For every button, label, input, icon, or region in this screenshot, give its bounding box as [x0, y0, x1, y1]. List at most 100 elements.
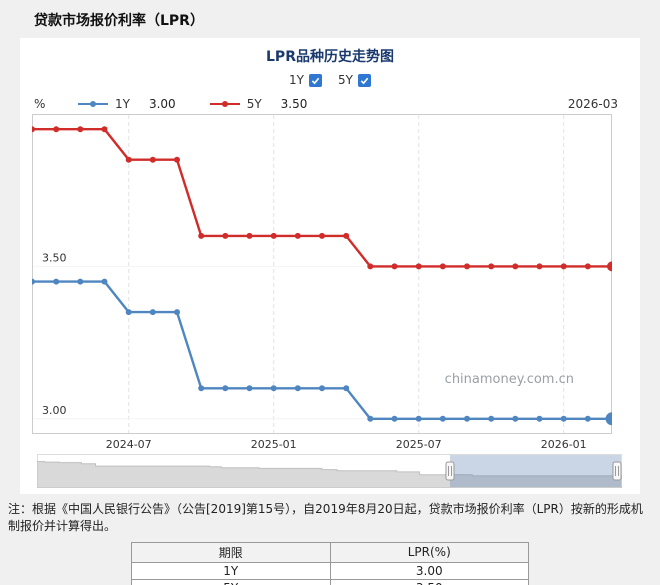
table-row: 5Y 3.50 — [131, 578, 529, 585]
data-point — [32, 278, 35, 285]
data-point — [77, 278, 84, 285]
legend-item-1y[interactable]: 1Y 3.00 — [78, 97, 176, 111]
data-point — [198, 232, 205, 239]
data-point — [560, 263, 567, 270]
lpr-table: 期限 LPR(%) 1Y 3.00 5Y 3.50 — [131, 541, 529, 585]
rate-cell-1y: 3.00 — [329, 561, 529, 580]
legend-value-1y: 3.00 — [148, 97, 176, 111]
legend-item-5y[interactable]: 5Y 3.50 — [209, 97, 308, 111]
legend: 1Y 3.00 5Y 3.50 — [78, 97, 307, 111]
data-point — [319, 232, 325, 239]
series-toggles: 1Y 5Y — [20, 73, 640, 87]
data-point — [101, 278, 108, 285]
data-point — [343, 385, 350, 392]
navigator-selected-range — [450, 455, 621, 487]
data-point — [125, 309, 132, 316]
data-point — [464, 263, 470, 270]
data-point — [488, 415, 495, 422]
legend-value-5y: 3.50 — [280, 97, 308, 111]
table-header-term: 期限 — [131, 541, 331, 563]
page-title: 贷款市场报价利率（LPR） — [34, 13, 204, 29]
data-point — [222, 385, 229, 392]
data-point — [439, 263, 446, 270]
data-point — [560, 415, 567, 422]
y-axis-label: 3.00 — [42, 404, 67, 417]
data-point — [53, 278, 60, 285]
data-point — [488, 263, 495, 270]
term-cell-5y: 5Y — [131, 578, 331, 585]
data-point — [174, 309, 180, 316]
data-point — [149, 156, 156, 163]
data-point — [198, 385, 205, 392]
chart-title: LPR品种历史走势图 — [266, 49, 394, 65]
check-icon — [360, 77, 369, 84]
check-icon — [311, 77, 320, 84]
data-point — [584, 415, 591, 422]
navigator-handle — [612, 461, 622, 481]
data-point — [391, 263, 398, 270]
data-point — [415, 263, 422, 270]
table-row: 1Y 3.00 — [131, 561, 529, 580]
chart-area: 2024-07 2025-01 2025-07 2026-01 3.50 3.00 chi… — [32, 114, 612, 452]
toggle-5y[interactable]: 5Y — [338, 73, 371, 87]
line-sample-icon — [209, 101, 240, 107]
x-axis-label: 2025-07 — [396, 438, 442, 451]
term-cell-1y: 1Y — [131, 561, 331, 580]
navigator-handle — [445, 461, 455, 481]
data-point — [294, 385, 301, 392]
data-point — [512, 263, 519, 270]
data-point — [246, 385, 253, 392]
data-point — [294, 232, 301, 239]
data-point — [222, 232, 229, 239]
y-axis-label: 3.50 — [42, 251, 67, 264]
legend-row: % 1Y 3.00 5Y 3.50 2026-03 — [20, 97, 640, 111]
toggle-1y[interactable]: 1Y — [289, 73, 322, 87]
data-point — [536, 263, 543, 270]
table-header-row: 期限 LPR(%) — [131, 541, 529, 563]
chart-navigator[interactable] — [37, 454, 622, 488]
checkbox-1y-icon[interactable] — [309, 73, 322, 87]
data-point — [367, 263, 374, 270]
x-axis-max-label: 2026-03 — [567, 97, 618, 111]
legend-label-5y: 5Y — [246, 97, 262, 111]
last-data-point-1Y — [605, 412, 612, 426]
data-point — [32, 126, 35, 133]
data-point — [319, 385, 325, 392]
data-point — [536, 415, 543, 422]
data-point — [439, 415, 446, 422]
x-axis-label: 2026-01 — [541, 438, 587, 451]
legend-label-1y: 1Y — [115, 97, 130, 111]
checkbox-5y-icon[interactable] — [357, 73, 371, 87]
data-point — [512, 415, 519, 422]
data-point — [270, 232, 277, 239]
data-point — [246, 232, 253, 239]
last-data-point-5Y — [607, 261, 612, 272]
data-point — [415, 415, 422, 422]
footnote: 注：根据《中国人民银行公告》（公告[2019]第15号），自2019年8月20日… — [8, 502, 643, 534]
toggle-1y-label: 1Y — [289, 73, 304, 87]
x-axis-label: 2024-07 — [106, 438, 152, 451]
data-point — [125, 156, 132, 163]
data-point — [174, 156, 180, 163]
data-point — [464, 415, 470, 422]
y-axis-unit: % — [34, 97, 46, 111]
x-axis-label: 2025-01 — [251, 438, 297, 451]
data-point — [77, 126, 84, 133]
data-point — [391, 415, 398, 422]
watermark: chinamoney.com.cn — [444, 372, 574, 387]
data-point — [270, 385, 277, 392]
lpr-line-chart[interactable]: 2024-07 2025-01 2025-07 2026-01 3.50 3.00 — [32, 114, 612, 452]
chart-panel: LPR品种历史走势图 1Y 5Y % 1Y 3.00 — [20, 38, 640, 494]
table-header-lpr: LPR(%) — [329, 541, 529, 563]
data-point — [367, 415, 374, 422]
data-point — [101, 126, 108, 133]
line-sample-icon — [78, 101, 108, 107]
navigator-silhouette — [37, 461, 622, 488]
data-point — [343, 232, 350, 239]
data-point — [149, 309, 156, 316]
rate-cell-5y: 3.50 — [329, 578, 529, 585]
data-point — [53, 126, 60, 133]
data-point — [584, 263, 591, 270]
toggle-5y-label: 5Y — [338, 73, 353, 87]
